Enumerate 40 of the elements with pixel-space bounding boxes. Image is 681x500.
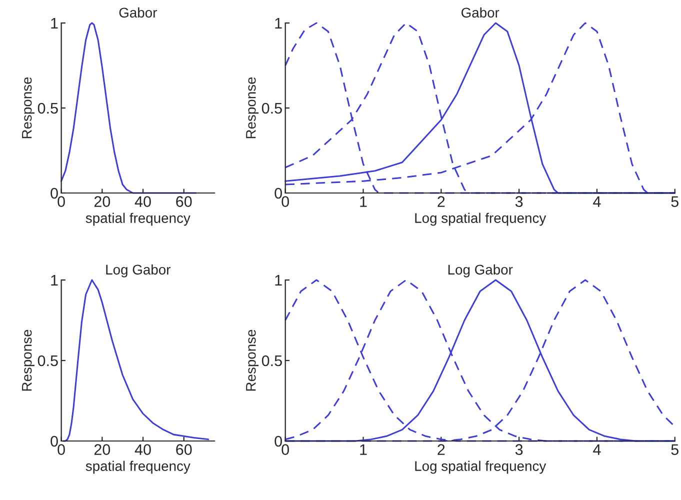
y-axis-title: Response xyxy=(22,77,34,138)
y-tick-label: 1 xyxy=(51,18,58,29)
x-tick-label: 5 xyxy=(671,196,678,207)
y-axis-title: Response xyxy=(246,77,259,138)
x-tick-label: 3 xyxy=(515,196,523,207)
chart-title: Gabor xyxy=(462,7,500,18)
x-tick-label: 60 xyxy=(176,196,192,207)
y-tick-label: 0.5 xyxy=(38,355,58,366)
x-tick-label: 3 xyxy=(515,444,523,455)
x-tick-label: 40 xyxy=(134,444,151,455)
chart-title: Log Gabor xyxy=(448,264,513,278)
y-tick-label: 0 xyxy=(274,436,282,447)
y-tick-label: 0.5 xyxy=(262,102,282,114)
x-axis-title: Log spatial frequency xyxy=(415,460,546,474)
y-tick-label: 1 xyxy=(275,275,282,286)
x-tick-label: 40 xyxy=(134,196,151,207)
chart-title: Log Gabor xyxy=(106,264,170,278)
x-tick-label: 4 xyxy=(593,196,601,207)
y-tick-label: 0 xyxy=(274,188,282,199)
x-axis-title: Log spatial frequency xyxy=(415,212,546,226)
x-tick-label: 4 xyxy=(593,444,601,455)
y-tick-label: 0.5 xyxy=(38,102,58,114)
y-axis-title: Response xyxy=(22,330,34,391)
chart-title: Gabor xyxy=(119,7,157,18)
x-axis-title: spatial frequency xyxy=(86,460,190,474)
x-tick-label: 5 xyxy=(671,444,678,455)
x-tick-label: 20 xyxy=(94,444,110,455)
y-tick-label: 1 xyxy=(275,18,282,29)
x-axis-title: spatial frequency xyxy=(86,212,190,226)
y-tick-label: 0.5 xyxy=(262,355,282,366)
y-tick-label: 0 xyxy=(50,188,58,199)
y-tick-label: 1 xyxy=(51,275,58,286)
x-tick-label: 1 xyxy=(360,196,367,207)
y-axis-title: Response xyxy=(246,330,259,391)
x-tick-label: 60 xyxy=(176,444,192,455)
x-tick-label: 1 xyxy=(360,444,367,455)
x-tick-label: 2 xyxy=(438,444,445,455)
y-tick-label: 0 xyxy=(50,436,58,447)
x-tick-label: 20 xyxy=(94,196,110,207)
x-tick-label: 2 xyxy=(438,196,445,207)
